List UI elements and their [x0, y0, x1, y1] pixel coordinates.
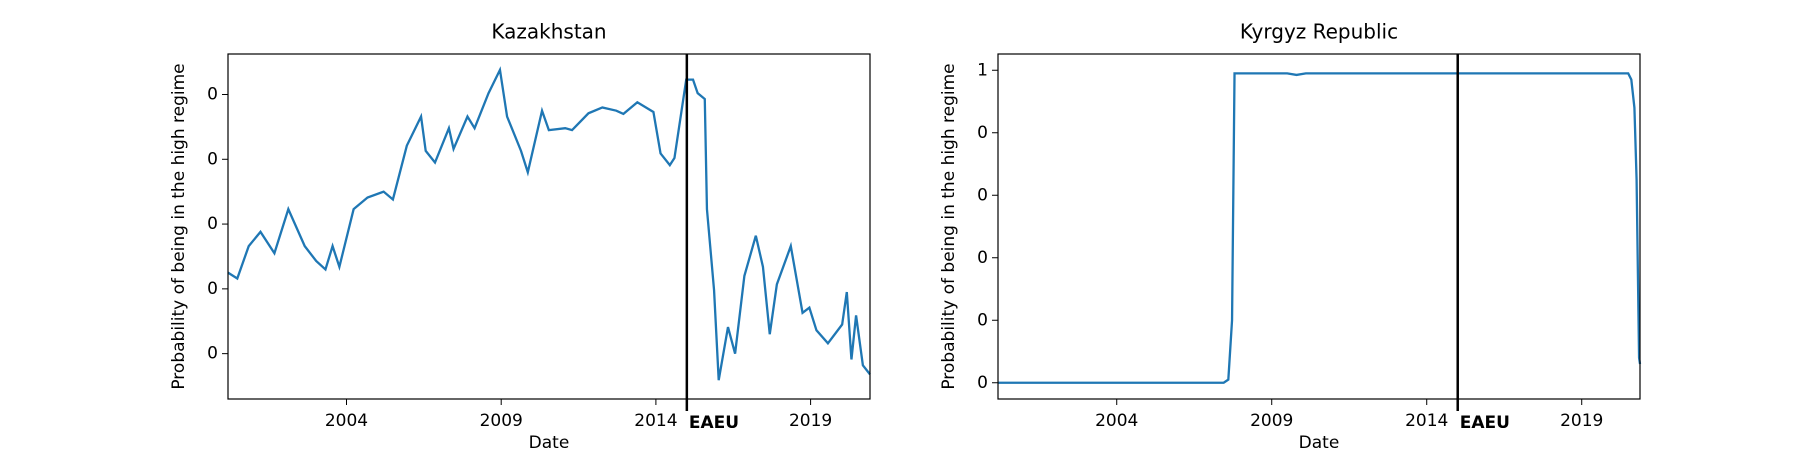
event-label: EAEU — [689, 413, 739, 433]
y-tick-label: 0 — [207, 84, 218, 104]
x-axis-label: Date — [529, 433, 570, 450]
x-tick-label: 2014 — [1405, 411, 1448, 431]
y-axis-label: Probability of being in the high regime — [169, 63, 189, 389]
x-tick-label: 2019 — [789, 411, 832, 431]
x-tick-label: 2019 — [1560, 411, 1603, 431]
y-tick-label: 0 — [977, 185, 988, 205]
x-tick-label: 2009 — [1250, 411, 1293, 431]
y-tick-label: 0 — [977, 123, 988, 143]
data-line — [227, 66, 871, 381]
plot-frame — [227, 53, 871, 400]
chart-title: Kazakhstan — [491, 20, 606, 44]
data-line — [998, 72, 1642, 384]
plot-frame — [997, 53, 1641, 400]
y-tick-label: 0 — [977, 310, 988, 330]
y-axis-label: Probability of being in the high regime — [939, 63, 959, 389]
x-tick-label: 2004 — [325, 411, 368, 431]
event-label: EAEU — [1460, 413, 1510, 433]
y-tick-label: 0 — [977, 248, 988, 268]
x-tick-label: 2014 — [634, 411, 677, 431]
chart-title: Kyrgyz Republic — [1240, 20, 1398, 44]
x-tick-label: 2004 — [1095, 411, 1138, 431]
x-tick-label: 2009 — [480, 411, 523, 431]
y-tick-label: 0 — [207, 344, 218, 364]
y-tick-label: 0 — [977, 373, 988, 393]
y-tick-label: 0 — [207, 279, 218, 299]
y-tick-label: 1 — [977, 60, 988, 80]
x-axis-label: Date — [1299, 433, 1340, 450]
y-tick-label: 0 — [207, 149, 218, 169]
y-tick-label: 0 — [207, 214, 218, 234]
